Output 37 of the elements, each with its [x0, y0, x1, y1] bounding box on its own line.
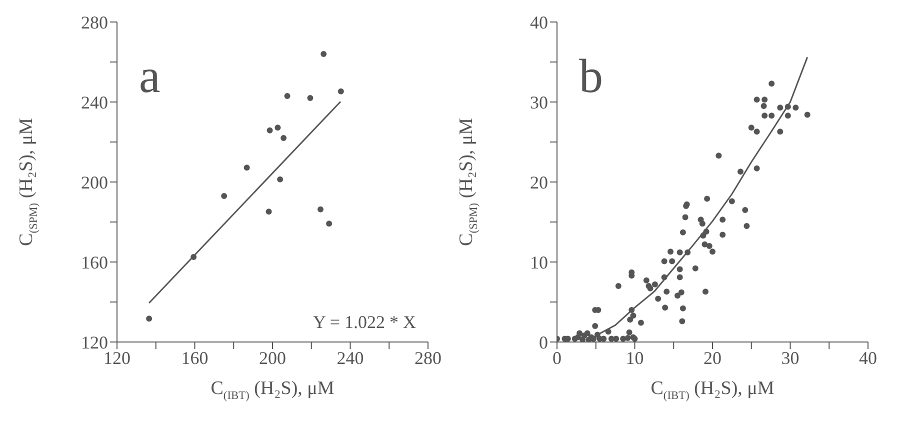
point [284, 93, 290, 99]
y-tick-label: 10 [530, 252, 548, 272]
x-tick-label: 40 [859, 348, 877, 368]
point [146, 316, 152, 322]
point [266, 127, 273, 134]
x-tick-label: 280 [414, 348, 442, 368]
annotation: Y = 1.022 * X [313, 312, 416, 332]
x-tick-label: 30 [781, 348, 800, 368]
x-tick-label: 160 [181, 348, 208, 368]
point [274, 124, 281, 131]
point [277, 176, 284, 182]
point [318, 206, 324, 212]
y-tick-label: 240 [81, 92, 108, 112]
y-tick-label: 30 [530, 92, 548, 112]
point [307, 95, 314, 101]
y-tick-label: 40 [530, 12, 548, 32]
x-axis-title: C$_{(IBT)}$ (H₂S), μM [210, 378, 334, 402]
point [326, 220, 332, 227]
y-tick-label: 160 [81, 252, 108, 272]
x-tick-label: 0 [552, 348, 562, 368]
annotation: b [579, 50, 603, 103]
y-tick-label: 200 [81, 172, 108, 192]
x-axis-title: C$_{(IBT)}$ (H₂S), μM [650, 378, 774, 402]
y-tick-label: 280 [81, 12, 108, 32]
y-tick-label: 20 [530, 172, 548, 192]
x-tick-label: 20 [704, 348, 722, 368]
point [221, 193, 228, 199]
point [280, 135, 287, 141]
point [320, 51, 327, 57]
x-tick-label: 10 [626, 348, 644, 368]
point [338, 88, 344, 94]
annotation: a [139, 50, 160, 103]
x-tick-label: 200 [259, 348, 286, 368]
point [266, 208, 272, 215]
y-tick-label: 0 [539, 332, 548, 352]
point [244, 164, 250, 171]
x-tick-label: 240 [336, 348, 364, 368]
